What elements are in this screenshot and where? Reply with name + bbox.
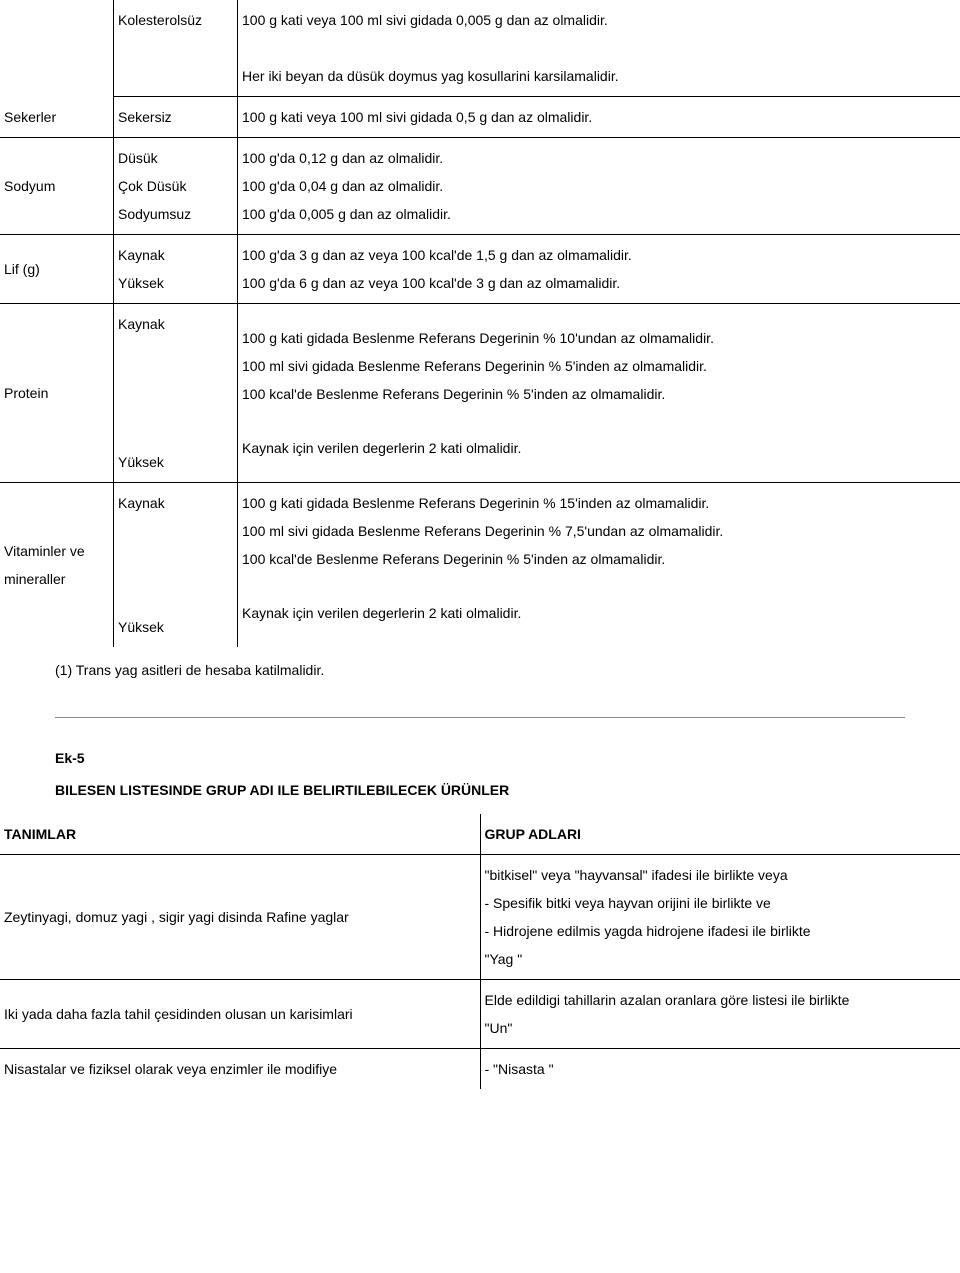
t1-r5-c2a: Kaynak	[114, 304, 238, 429]
t1-r6-c2a: Kaynak	[114, 483, 238, 594]
t1-r5-c1: Protein	[0, 304, 114, 483]
t2-r3-c1: Nisastalar ve fiziksel olarak veya enzim…	[0, 1049, 480, 1090]
t1-r4-c3: 100 g'da 3 g dan az veya 100 kcal'de 1,5…	[238, 235, 960, 304]
footnote-1: (1) Trans yag asitleri de hesaba katilma…	[0, 647, 960, 693]
t2-r2-c1: Iki yada daha fazla tahil çesidinden olu…	[0, 980, 480, 1049]
t2-r1-c2: "bitkisel" veya "hayvansal" ifadesi ile …	[480, 855, 960, 980]
t2-r3-c2: - "Nisasta "	[480, 1049, 960, 1090]
t1-r5-c2b: Yüksek	[114, 428, 238, 483]
t1-r5-c3b: Kaynak için verilen degerlerin 2 kati ol…	[238, 428, 960, 483]
t1-r1-c2: Kolesterolsüz	[114, 0, 238, 97]
t1-r6-c2b: Yüksek	[114, 593, 238, 647]
t1-r1-c3: 100 g kati veya 100 ml sivi gidada 0,005…	[238, 0, 960, 97]
t2-r2-c2: Elde edildigi tahillarin azalan oranlara…	[480, 980, 960, 1049]
t1-r3-c1: Sodyum	[0, 138, 114, 235]
t2-h2: GRUP ADLARI	[480, 814, 960, 855]
t1-r4-c1: Lif (g)	[0, 235, 114, 304]
t1-r2-c3: 100 g kati veya 100 ml sivi gidada 0,5 g…	[238, 97, 960, 138]
t1-r5-c3a: 100 g kati gidada Beslenme Referans Dege…	[238, 304, 960, 429]
separator	[55, 717, 905, 718]
t2-h1: TANIMLAR	[0, 814, 480, 855]
t1-r3-c2: DüsükÇok DüsükSodyumsuz	[114, 138, 238, 235]
t1-r3-c3: 100 g'da 0,12 g dan az olmalidir.100 g'd…	[238, 138, 960, 235]
t2-r1-c1: Zeytinyagi, domuz yagi , sigir yagi disi…	[0, 855, 480, 980]
ek5-title: BILESEN LISTESINDE GRUP ADI ILE BELIRTIL…	[0, 774, 960, 814]
t1-r1-c1	[0, 0, 114, 97]
ek5-label: Ek-5	[0, 742, 960, 774]
t1-r4-c2: KaynakYüksek	[114, 235, 238, 304]
t1-r6-c3a: 100 g kati gidada Beslenme Referans Dege…	[238, 483, 960, 594]
t1-r6-c1: Vitaminler ve mineraller	[0, 483, 114, 648]
t1-r2-c2: Sekersiz	[114, 97, 238, 138]
t1-r2-c1: Sekerler	[0, 97, 114, 138]
t1-r6-c3b: Kaynak için verilen degerlerin 2 kati ol…	[238, 593, 960, 647]
